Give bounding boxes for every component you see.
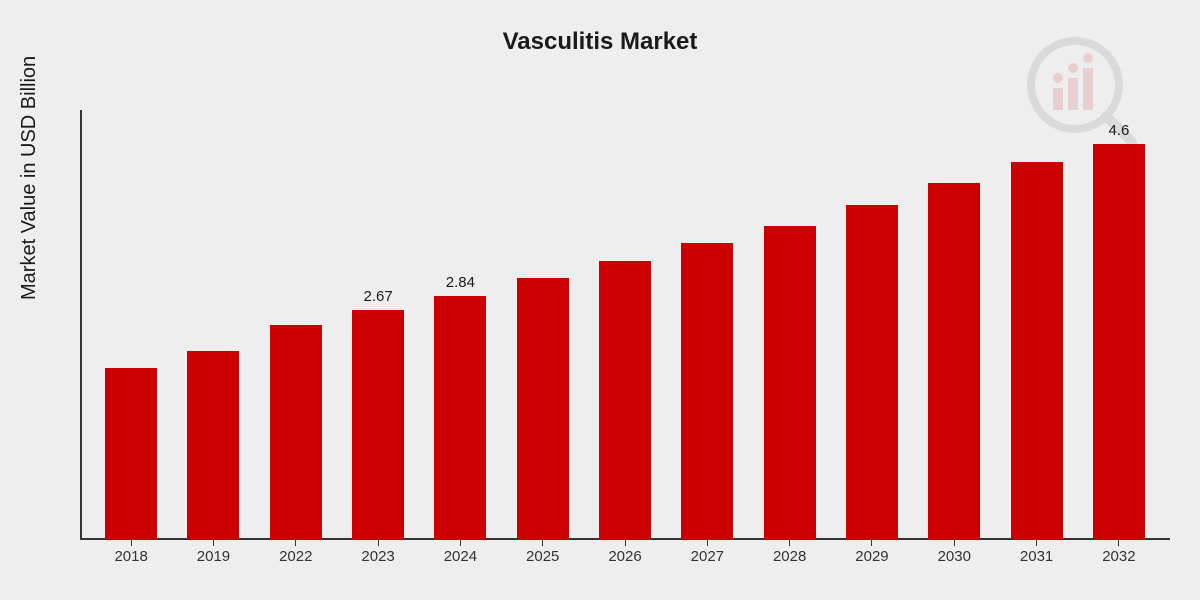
x-axis-label: 2024 [419,542,501,565]
bar-wrap [749,226,831,540]
bar-value-label: 4.6 [1108,122,1129,139]
x-axis-label: 2026 [584,542,666,565]
x-labels-container: 2018201920222023202420252026202720282029… [80,542,1170,565]
bar [599,261,651,541]
bar-value-label: 2.67 [363,288,392,305]
bar [517,278,569,540]
x-axis-label: 2027 [666,542,748,565]
x-axis-label: 2030 [913,542,995,565]
bar [846,205,898,540]
x-axis-label: 2019 [172,542,254,565]
bar [352,310,404,540]
x-axis-label: 2025 [502,542,584,565]
bar [764,226,816,540]
bar-wrap [584,261,666,541]
bar-wrap [90,368,172,540]
bar-wrap [172,351,254,540]
x-axis-label: 2022 [255,542,337,565]
y-axis-label: Market Value in USD Billion [18,56,41,300]
bar [270,325,322,540]
x-axis-label: 2028 [749,542,831,565]
bar-wrap [995,162,1077,540]
bar [1093,144,1145,540]
bar [681,243,733,540]
bar-wrap: 2.67 [337,310,419,540]
bar-wrap [666,243,748,540]
bar [187,351,239,540]
bar-wrap [255,325,337,540]
bar [434,296,486,540]
bar-wrap [502,278,584,540]
x-axis-label: 2029 [831,542,913,565]
x-axis-label: 2031 [995,542,1077,565]
bar-wrap: 4.6 [1078,144,1160,540]
x-axis-label: 2023 [337,542,419,565]
bar-wrap [831,205,913,540]
bar-wrap: 2.84 [419,296,501,540]
chart-area: 2.672.844.6 2018201920222023202420252026… [80,110,1170,540]
bar-value-label: 2.84 [446,274,475,291]
bar [105,368,157,540]
bars-container: 2.672.844.6 [80,110,1170,540]
bar [928,183,980,540]
bar [1011,162,1063,540]
bar-wrap [913,183,995,540]
x-axis-label: 2018 [90,542,172,565]
x-axis-label: 2032 [1078,542,1160,565]
